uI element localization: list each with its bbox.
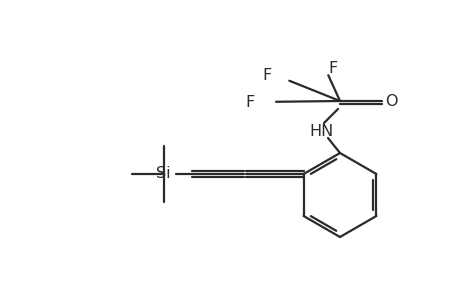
- Text: F: F: [262, 68, 271, 82]
- Text: Si: Si: [156, 167, 171, 182]
- Text: O: O: [384, 94, 397, 109]
- Text: F: F: [328, 61, 337, 76]
- Text: F: F: [245, 94, 254, 110]
- Text: HN: HN: [309, 124, 333, 139]
